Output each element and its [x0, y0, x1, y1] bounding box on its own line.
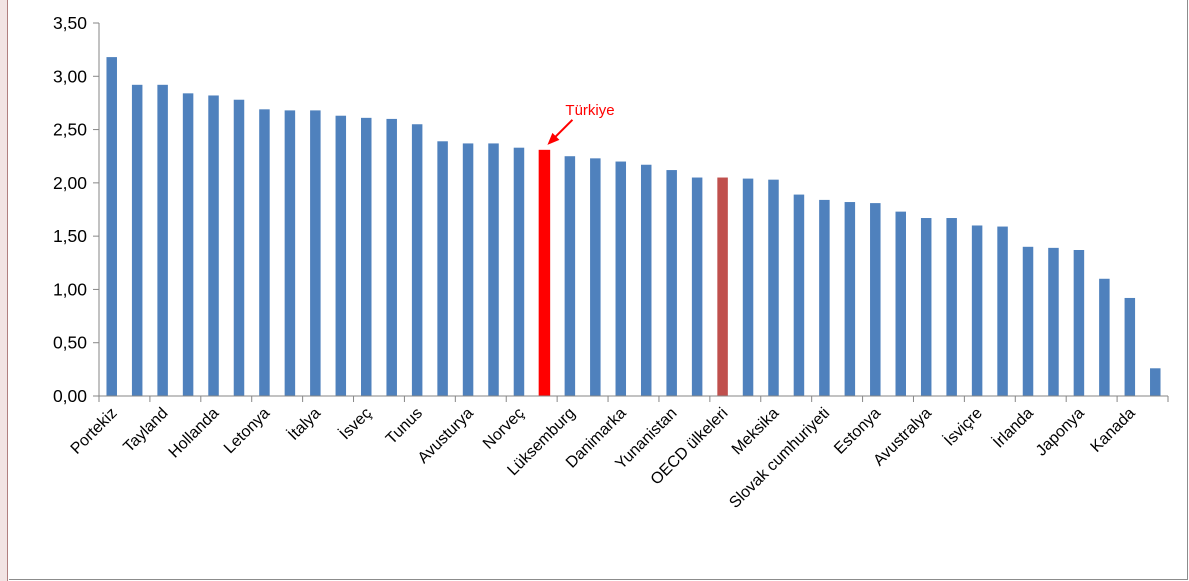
y-axis: 0,00 0,50 1,00 1,50 2,00 2,50 3,00 3,50: [53, 13, 100, 406]
x-category-label: Letonya: [221, 405, 273, 457]
bar: [768, 179, 779, 396]
bar: [157, 84, 168, 396]
x-category-label: İrlanda: [989, 403, 1037, 451]
x-category-label: İtalya: [284, 403, 325, 444]
bar: [691, 177, 703, 396]
bar: [666, 170, 677, 396]
bar: [1048, 247, 1059, 396]
y-tick-label: 0,50: [53, 333, 87, 353]
bar: [233, 99, 245, 396]
bar: [437, 141, 448, 396]
x-category-label: Estonya: [831, 405, 884, 458]
bar: [310, 110, 321, 396]
x-category-label: İsveç: [335, 403, 375, 443]
annotation-label: Türkiye: [565, 102, 614, 119]
bar: [386, 118, 397, 397]
bar: [793, 194, 805, 396]
x-category-label: Portekiz: [68, 405, 121, 458]
bar: [1073, 249, 1085, 396]
bar: [920, 218, 932, 396]
bar: [1022, 246, 1034, 396]
x-category-label: Japonya: [1033, 405, 1088, 460]
bar: [513, 147, 525, 396]
bar: [1124, 297, 1136, 396]
bar: [590, 158, 601, 396]
x-category-label: Norveç: [480, 405, 528, 453]
bar: [615, 161, 627, 396]
bar: [538, 149, 551, 396]
x-category-label: İsviçre: [940, 403, 986, 449]
bar: [742, 178, 754, 396]
bar: [106, 57, 117, 397]
bar: [335, 115, 347, 397]
y-tick-label: 1,50: [53, 226, 87, 246]
annotation: Türkiye: [547, 102, 615, 145]
y-tick-label: 0,00: [53, 386, 87, 406]
bar: [361, 117, 372, 396]
bar: [997, 226, 1008, 396]
bar: [462, 143, 474, 396]
y-tick-label: 3,00: [53, 66, 87, 86]
chart-panel: [9, 0, 1188, 580]
annotation-arrow-head: [547, 132, 560, 145]
y-tick-label: 3,50: [53, 13, 87, 33]
bar: [1099, 278, 1110, 396]
bar: [895, 211, 906, 396]
bar: [208, 95, 219, 397]
x-category-label: Kanada: [1088, 405, 1139, 456]
bar: [564, 156, 576, 396]
x-category-label: Slovak cumhuriyeti: [726, 405, 833, 512]
x-category-label: Avusturya: [415, 405, 477, 467]
bar: [1150, 368, 1161, 396]
bar: [640, 164, 652, 396]
bar: [870, 203, 881, 396]
bar: [844, 202, 856, 396]
bar: [488, 143, 499, 396]
bar: [946, 218, 957, 396]
bar: [259, 109, 270, 396]
x-category-label: Tunus: [383, 405, 426, 448]
x-category-label: Hollanda: [166, 405, 223, 462]
bar: [284, 110, 296, 396]
y-tick-label: 1,00: [53, 279, 87, 299]
y-tick-label: 2,00: [53, 173, 87, 193]
bar: [971, 225, 983, 396]
y-tick-label: 2,50: [53, 120, 87, 140]
x-category-label: Tayland: [120, 405, 171, 456]
bar: [182, 93, 194, 396]
left-border-stripe: [0, 0, 8, 581]
annotation-arrow-shaft: [552, 119, 574, 140]
bar: [131, 84, 143, 396]
bars: [106, 57, 1161, 397]
bar: [717, 177, 728, 396]
bar: [411, 124, 423, 396]
bar: [819, 199, 830, 396]
